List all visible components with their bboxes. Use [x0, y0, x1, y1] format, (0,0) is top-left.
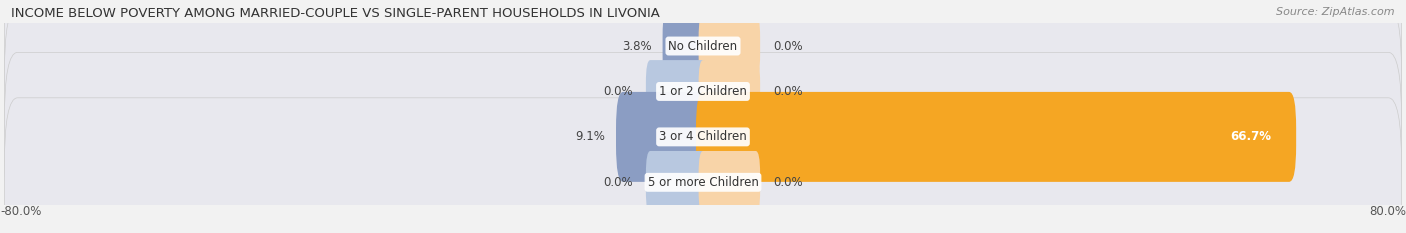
FancyBboxPatch shape — [699, 15, 761, 77]
FancyBboxPatch shape — [699, 60, 761, 123]
Text: 3.8%: 3.8% — [623, 40, 652, 52]
FancyBboxPatch shape — [662, 1, 710, 91]
Text: 80.0%: 80.0% — [1369, 205, 1406, 218]
Text: 0.0%: 0.0% — [603, 176, 633, 189]
Text: 5 or more Children: 5 or more Children — [648, 176, 758, 189]
FancyBboxPatch shape — [616, 92, 710, 182]
Text: INCOME BELOW POVERTY AMONG MARRIED-COUPLE VS SINGLE-PARENT HOUSEHOLDS IN LIVONIA: INCOME BELOW POVERTY AMONG MARRIED-COUPL… — [11, 7, 661, 20]
FancyBboxPatch shape — [645, 60, 707, 123]
FancyBboxPatch shape — [696, 92, 1296, 182]
FancyBboxPatch shape — [4, 0, 1402, 130]
Text: No Children: No Children — [668, 40, 738, 52]
FancyBboxPatch shape — [4, 52, 1402, 221]
Text: 0.0%: 0.0% — [773, 85, 803, 98]
FancyBboxPatch shape — [699, 151, 761, 214]
FancyBboxPatch shape — [4, 7, 1402, 176]
Text: 66.7%: 66.7% — [1230, 130, 1271, 143]
Text: 3 or 4 Children: 3 or 4 Children — [659, 130, 747, 143]
Text: Source: ZipAtlas.com: Source: ZipAtlas.com — [1277, 7, 1395, 17]
Text: 1 or 2 Children: 1 or 2 Children — [659, 85, 747, 98]
Text: -80.0%: -80.0% — [0, 205, 41, 218]
Text: 9.1%: 9.1% — [575, 130, 606, 143]
Text: 0.0%: 0.0% — [773, 176, 803, 189]
FancyBboxPatch shape — [4, 98, 1402, 233]
Text: 0.0%: 0.0% — [603, 85, 633, 98]
FancyBboxPatch shape — [645, 151, 707, 214]
Text: 0.0%: 0.0% — [773, 40, 803, 52]
